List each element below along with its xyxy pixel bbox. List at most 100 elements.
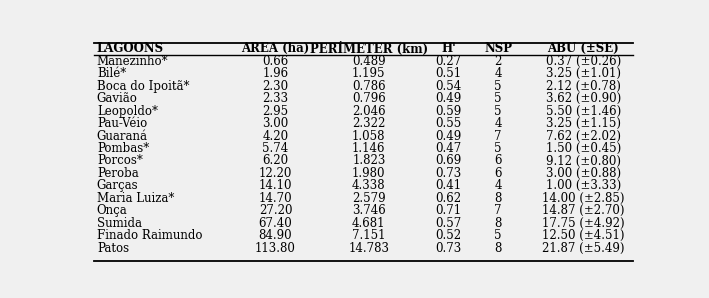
Text: 2.30: 2.30 — [262, 80, 289, 93]
Text: 0.796: 0.796 — [352, 92, 386, 105]
Text: 0.69: 0.69 — [435, 154, 462, 167]
Text: NSP: NSP — [484, 42, 512, 55]
Text: 4: 4 — [494, 117, 502, 130]
Text: 0.49: 0.49 — [435, 130, 462, 142]
Text: 5: 5 — [494, 80, 502, 93]
Text: 2.12 (±0.78): 2.12 (±0.78) — [546, 80, 620, 93]
Text: 1.823: 1.823 — [352, 154, 386, 167]
Text: 0.73: 0.73 — [435, 167, 462, 180]
Text: 2.322: 2.322 — [352, 117, 386, 130]
Text: 5.74: 5.74 — [262, 142, 289, 155]
Text: 14.00 (±2.85): 14.00 (±2.85) — [542, 192, 625, 205]
Text: 27.20: 27.20 — [259, 204, 292, 217]
Text: 4.681: 4.681 — [352, 217, 386, 230]
Text: 0.27: 0.27 — [435, 55, 462, 68]
Text: 4: 4 — [494, 179, 502, 193]
Text: 3.62 (±0.90): 3.62 (±0.90) — [545, 92, 621, 105]
Text: 3.746: 3.746 — [352, 204, 386, 217]
Text: 14.70: 14.70 — [259, 192, 292, 205]
Text: 1.96: 1.96 — [262, 67, 289, 80]
Text: Sumida: Sumida — [97, 217, 142, 230]
Text: Boca do Ipoitã*: Boca do Ipoitã* — [97, 80, 189, 93]
Text: 21.87 (±5.49): 21.87 (±5.49) — [542, 242, 625, 255]
Text: 2.95: 2.95 — [262, 105, 289, 118]
Text: 7.151: 7.151 — [352, 229, 386, 242]
Text: 8: 8 — [494, 217, 502, 230]
Text: 14.87 (±2.70): 14.87 (±2.70) — [542, 204, 625, 217]
Text: Patos: Patos — [97, 242, 129, 255]
Text: 1.058: 1.058 — [352, 130, 386, 142]
Text: 0.786: 0.786 — [352, 80, 386, 93]
Text: 7: 7 — [494, 130, 502, 142]
Text: Onça: Onça — [97, 204, 128, 217]
Text: 0.66: 0.66 — [262, 55, 289, 68]
Text: 0.37 (±0.26): 0.37 (±0.26) — [545, 55, 621, 68]
Text: 3.25 (±1.15): 3.25 (±1.15) — [546, 117, 620, 130]
Text: 0.52: 0.52 — [435, 229, 462, 242]
Text: Leopoldo*: Leopoldo* — [97, 105, 158, 118]
Text: 12.50 (±4.51): 12.50 (±4.51) — [542, 229, 625, 242]
Text: 7.62 (±2.02): 7.62 (±2.02) — [546, 130, 620, 142]
Text: 5: 5 — [494, 105, 502, 118]
Text: Finado Raimundo: Finado Raimundo — [97, 229, 202, 242]
Text: LAGOONS: LAGOONS — [97, 42, 164, 55]
Text: 67.40: 67.40 — [259, 217, 292, 230]
Text: 3.00: 3.00 — [262, 117, 289, 130]
Text: 14.10: 14.10 — [259, 179, 292, 193]
Text: Bilé*: Bilé* — [97, 67, 126, 80]
Text: 0.489: 0.489 — [352, 55, 386, 68]
Text: 1.195: 1.195 — [352, 67, 386, 80]
Text: 6: 6 — [494, 167, 502, 180]
Text: 0.47: 0.47 — [435, 142, 462, 155]
Text: 5: 5 — [494, 229, 502, 242]
Text: 14.783: 14.783 — [348, 242, 389, 255]
Text: 8: 8 — [494, 242, 502, 255]
Text: 17.75 (±4.92): 17.75 (±4.92) — [542, 217, 625, 230]
Text: 5: 5 — [494, 92, 502, 105]
Text: 2.579: 2.579 — [352, 192, 386, 205]
Text: 0.73: 0.73 — [435, 242, 462, 255]
Text: 2.33: 2.33 — [262, 92, 289, 105]
Text: Garças: Garças — [97, 179, 138, 193]
Text: 1.50 (±0.45): 1.50 (±0.45) — [545, 142, 621, 155]
Text: PERÍMETER (km): PERÍMETER (km) — [310, 42, 428, 56]
Text: 1.980: 1.980 — [352, 167, 386, 180]
Text: Peroba: Peroba — [97, 167, 139, 180]
Text: Porcos*: Porcos* — [97, 154, 143, 167]
Text: 0.62: 0.62 — [435, 192, 462, 205]
Text: 2.046: 2.046 — [352, 105, 386, 118]
Text: 12.20: 12.20 — [259, 167, 292, 180]
Text: 1.00 (±3.33): 1.00 (±3.33) — [545, 179, 621, 193]
Text: 0.54: 0.54 — [435, 80, 462, 93]
Text: H': H' — [441, 42, 456, 55]
Text: AREA (ha): AREA (ha) — [241, 42, 310, 55]
Text: 1.146: 1.146 — [352, 142, 386, 155]
Text: 0.71: 0.71 — [435, 204, 462, 217]
Text: 0.49: 0.49 — [435, 92, 462, 105]
Text: 4: 4 — [494, 67, 502, 80]
Text: 84.90: 84.90 — [259, 229, 292, 242]
Text: Gavião: Gavião — [97, 92, 138, 105]
Text: 0.55: 0.55 — [435, 117, 462, 130]
Text: 0.59: 0.59 — [435, 105, 462, 118]
Text: Manezinho*: Manezinho* — [97, 55, 169, 68]
Text: ABU (±SE): ABU (±SE) — [547, 42, 619, 55]
Text: 8: 8 — [494, 192, 502, 205]
Text: 4.20: 4.20 — [262, 130, 289, 142]
Text: 113.80: 113.80 — [255, 242, 296, 255]
Text: 7: 7 — [494, 204, 502, 217]
Text: 0.51: 0.51 — [435, 67, 462, 80]
Text: 3.00 (±0.88): 3.00 (±0.88) — [546, 167, 620, 180]
Text: 3.25 (±1.01): 3.25 (±1.01) — [546, 67, 620, 80]
Text: 0.41: 0.41 — [435, 179, 462, 193]
Text: 9.12 (±0.80): 9.12 (±0.80) — [546, 154, 620, 167]
Text: Maria Luiza*: Maria Luiza* — [97, 192, 174, 205]
Text: 5.50 (±1.46): 5.50 (±1.46) — [545, 105, 621, 118]
Text: Pombas*: Pombas* — [97, 142, 149, 155]
Text: 6.20: 6.20 — [262, 154, 289, 167]
Text: 2: 2 — [494, 55, 502, 68]
Text: 0.57: 0.57 — [435, 217, 462, 230]
Text: 4.338: 4.338 — [352, 179, 386, 193]
Text: 5: 5 — [494, 142, 502, 155]
Text: Guaraná: Guaraná — [97, 130, 148, 142]
